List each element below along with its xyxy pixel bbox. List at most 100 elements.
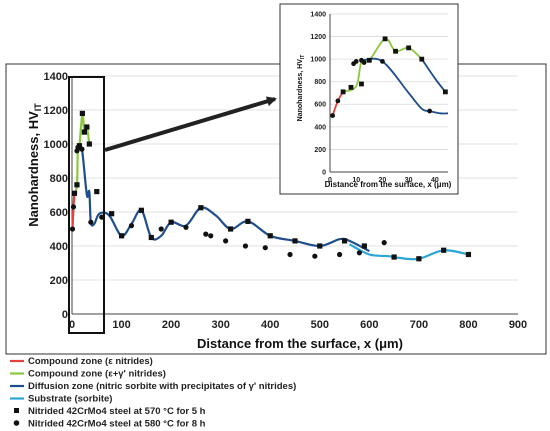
- marker-circle: [312, 253, 318, 259]
- marker-circle: [69, 226, 76, 232]
- inset-marker-circle: [330, 113, 336, 118]
- marker-square: [245, 218, 251, 224]
- marker-circle: [223, 238, 229, 244]
- inset-marker-square: [382, 36, 388, 42]
- inset-y-tick-label: 1000: [310, 57, 326, 64]
- inset-x-tick-label: 40: [431, 177, 439, 184]
- marker-square: [361, 243, 367, 249]
- legend-label: Compound zone (ε+γ' nitrides): [28, 369, 166, 380]
- legend: Compound zone (ε nitrides) Compound zone …: [10, 356, 296, 430]
- marker-square: [292, 238, 298, 244]
- x-tick-label: 100: [112, 319, 130, 331]
- marker-circle: [208, 233, 214, 239]
- inset-y-tick-label: 1400: [310, 11, 326, 18]
- inset-y-tick-label: 400: [314, 124, 326, 131]
- marker-square: [227, 226, 234, 232]
- marker-circle: [203, 231, 209, 237]
- marker-square: [74, 182, 80, 188]
- marker-square: [441, 247, 447, 253]
- inset-plot: 0 200 400 600 800 1000 1200 1400 0 10 20 30 40: [279, 3, 459, 195]
- marker-circle: [128, 223, 135, 229]
- inset-y-tick-label: 800: [314, 79, 326, 86]
- inset-series-line-3: [421, 58, 447, 93]
- x-tick-label: 300: [211, 319, 229, 331]
- x-tick-label: 600: [360, 319, 378, 331]
- inset-x-tick-label: 30: [405, 177, 413, 184]
- inset-marker-circle: [427, 108, 433, 114]
- marker-square: [86, 141, 92, 147]
- inset-marker-square: [393, 48, 398, 54]
- inset-marker-square: [419, 56, 425, 62]
- x-tick-label: 200: [162, 319, 180, 331]
- inset-y-tick-label: 600: [314, 102, 326, 109]
- y-tick-label: 1400: [44, 71, 68, 83]
- legend-swatch-square: [14, 408, 19, 413]
- inset-marker-circle: [353, 59, 359, 64]
- marker-circle: [242, 243, 249, 249]
- inset-x-axis-title: Distance from the surface, x (μm): [325, 180, 452, 189]
- zoom-arrow: [104, 96, 277, 152]
- inset-x-tick-label: 0: [328, 177, 332, 184]
- marker-square: [84, 124, 90, 130]
- inset-marker-square: [442, 89, 448, 95]
- marker-circle: [158, 226, 164, 232]
- inset-marker-square: [340, 89, 346, 95]
- legend-label: Nitrided 42CrMo4 steel at 580 °C for 8 h: [28, 419, 206, 430]
- y-tick-label: 1200: [44, 105, 68, 117]
- inset-axis-titles: Distance from the surface, x (μm) Nanoha…: [297, 55, 452, 189]
- inset-y-tick-label: 200: [314, 147, 326, 154]
- marker-square: [198, 205, 204, 211]
- marker-square: [138, 207, 144, 213]
- inset-y-tick-label: 1200: [310, 34, 326, 41]
- marker-circle: [75, 144, 81, 150]
- marker-square: [317, 243, 323, 249]
- marker-square: [391, 254, 397, 260]
- marker-circle: [337, 251, 343, 258]
- x-tick-label: 400: [261, 319, 279, 331]
- marker-square: [465, 251, 472, 258]
- inset-marker-square: [406, 45, 412, 51]
- inset-marker-circle: [380, 59, 385, 64]
- y-axis-title: Nanohardness, HVIT: [26, 103, 43, 227]
- marker-circle: [356, 250, 363, 256]
- x-tick-label: 500: [311, 319, 329, 331]
- main-axis-titles: Distance from the surface, x (μm) Nanoha…: [26, 103, 403, 351]
- marker-square: [416, 256, 422, 262]
- inset-marker-circle: [335, 98, 341, 104]
- y-tick-label: 600: [50, 207, 68, 219]
- x-axis-title: Distance from the surface, x (μm): [197, 336, 403, 351]
- marker-square: [341, 238, 348, 244]
- marker-square: [168, 219, 174, 225]
- y-tick-label: 0: [62, 309, 68, 321]
- inset-x-tick-label: 20: [379, 177, 387, 184]
- x-tick-label: 900: [509, 319, 527, 331]
- marker-square: [71, 190, 78, 196]
- frame: [5, 63, 547, 355]
- marker-circle: [70, 204, 77, 210]
- inset-x-tick-label: 10: [352, 177, 360, 184]
- zoom-region-box: [68, 76, 105, 334]
- legend-label: Compound zone (ε nitrides): [28, 356, 153, 367]
- marker-circle: [262, 245, 268, 251]
- y-tick-label: 200: [50, 275, 68, 287]
- x-tick-label: 700: [410, 319, 428, 331]
- y-tick-label: 800: [50, 173, 68, 185]
- marker-circle: [88, 219, 94, 225]
- inset-frame: [279, 3, 459, 195]
- marker-square: [109, 211, 115, 217]
- marker-square: [94, 189, 100, 195]
- legend-swatch-circle: [13, 420, 20, 426]
- marker-square: [79, 110, 86, 116]
- inset-y-axis-title-sub: IT: [300, 55, 306, 59]
- y-axis-title-main: Nanohardness, HV: [26, 111, 41, 227]
- inset-y-axis-title: Nanohardness, HVIT: [297, 55, 306, 122]
- legend-label: Nitrided 42CrMo4 steel at 570 °C for 5 h: [28, 406, 206, 417]
- inset-marker-square: [366, 57, 372, 63]
- legend-label: Substrate (sorbite): [28, 394, 112, 405]
- inset-marker-circle: [361, 60, 367, 65]
- y-tick-label: 400: [50, 241, 68, 253]
- inset-y-axis-title-main: Nanohardness, HV: [297, 59, 304, 122]
- marker-circle: [287, 251, 293, 258]
